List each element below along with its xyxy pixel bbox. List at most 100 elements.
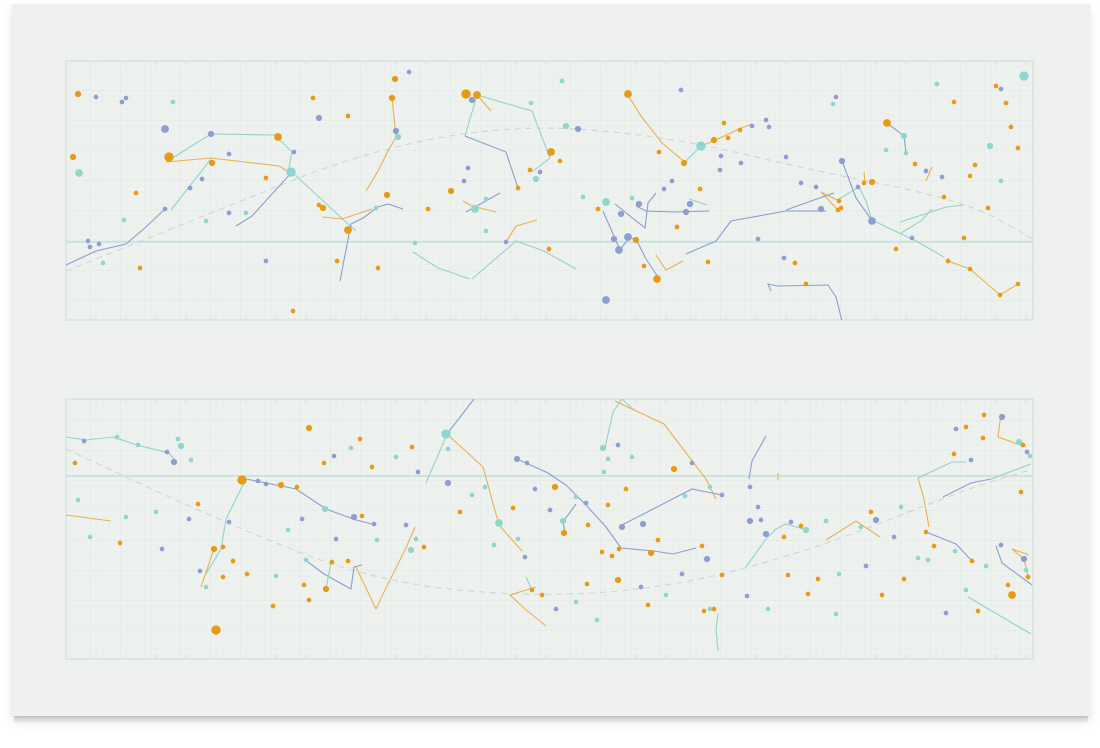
star-dot [610, 235, 618, 243]
constellation-line [471, 240, 577, 280]
star-dot [524, 460, 530, 466]
star-dot [1008, 124, 1014, 130]
star-dot [725, 135, 731, 141]
star-dot [159, 546, 165, 552]
star-dot [661, 186, 667, 192]
star-dot [119, 99, 125, 105]
star-dot [345, 558, 351, 564]
star-dot [802, 526, 810, 534]
chart-frame [65, 398, 1034, 660]
star-dot [792, 260, 798, 266]
star-dot [803, 281, 809, 287]
constellation-line [990, 463, 1032, 480]
star-dot [72, 460, 78, 466]
star-dot [135, 442, 141, 448]
star-dot [100, 260, 106, 266]
star-dot [863, 563, 869, 569]
star-dot [689, 460, 695, 466]
star-dot [322, 585, 330, 593]
star-dot [373, 205, 379, 211]
star-dot [263, 258, 269, 264]
star-dot [559, 78, 565, 84]
star-dot [291, 149, 297, 155]
star-dot [1018, 489, 1024, 495]
star-dot [602, 296, 610, 304]
star-dot [1024, 449, 1030, 455]
star-dot [573, 599, 579, 605]
star-dot [220, 574, 226, 580]
star-dot [515, 185, 521, 191]
star-dot [617, 210, 625, 218]
star-dot [868, 217, 876, 225]
star-dot [392, 127, 400, 135]
star-dot [413, 536, 419, 542]
star-dot [371, 521, 377, 527]
star-dot [719, 572, 725, 578]
constellation-line [873, 220, 945, 258]
star-dot [482, 484, 488, 490]
constellation-line [303, 558, 363, 590]
star-dot [1020, 442, 1026, 448]
star-dot [81, 438, 87, 444]
star-dot [623, 486, 629, 492]
star-dot [551, 483, 559, 491]
star-dot [263, 481, 269, 487]
chart-major-grid [66, 399, 1033, 659]
star-dot [285, 527, 291, 533]
star-dot [705, 259, 711, 265]
star-dot [321, 460, 327, 466]
star-dot [749, 123, 755, 129]
star-dot [421, 544, 427, 550]
star-dot [605, 502, 611, 508]
star-dot [618, 523, 626, 531]
star-dot [333, 536, 339, 542]
star-dot [409, 444, 415, 450]
star-dot [491, 542, 497, 548]
upper-star-chart-panel [65, 60, 1034, 321]
star-dot [1023, 567, 1029, 573]
star-dot [963, 587, 969, 593]
star-dot [547, 148, 555, 156]
constellation-line [325, 561, 332, 590]
constellation-line [745, 523, 808, 568]
star-dot [503, 239, 509, 245]
constellation-line [715, 613, 719, 652]
chart-frame [65, 60, 1034, 321]
star-dot [783, 154, 789, 160]
star-dot [883, 147, 889, 153]
star-dot [529, 587, 535, 593]
star-dot [765, 606, 771, 612]
star-dot [710, 136, 718, 144]
star-dot [495, 519, 503, 527]
star-dot [903, 150, 909, 156]
star-dot [348, 445, 354, 451]
star-dot [997, 292, 1003, 298]
star-dot [601, 469, 607, 475]
constellation-line [748, 435, 767, 480]
star-dot [615, 442, 621, 448]
constellation-line [365, 97, 397, 192]
star-dot [75, 169, 83, 177]
star-dot [465, 165, 471, 171]
star-dot [721, 120, 727, 126]
star-dot [879, 592, 885, 598]
star-dot [931, 543, 937, 549]
star-dot [383, 191, 391, 199]
star-dot [1005, 582, 1011, 588]
star-dot [391, 75, 399, 83]
star-dot [537, 169, 543, 175]
star-dot [868, 178, 876, 186]
star-dot [197, 568, 203, 574]
star-dot [629, 454, 635, 460]
star-dot [609, 553, 615, 559]
star-dot [663, 592, 669, 598]
star-dot [527, 167, 533, 173]
star-dot [872, 516, 880, 524]
constellation-line [66, 208, 166, 266]
star-dot [1015, 145, 1021, 151]
star-dot [350, 513, 358, 521]
star-dot [69, 153, 77, 161]
constellation-line [688, 198, 708, 206]
star-dot [585, 522, 591, 528]
star-dot [656, 149, 662, 155]
